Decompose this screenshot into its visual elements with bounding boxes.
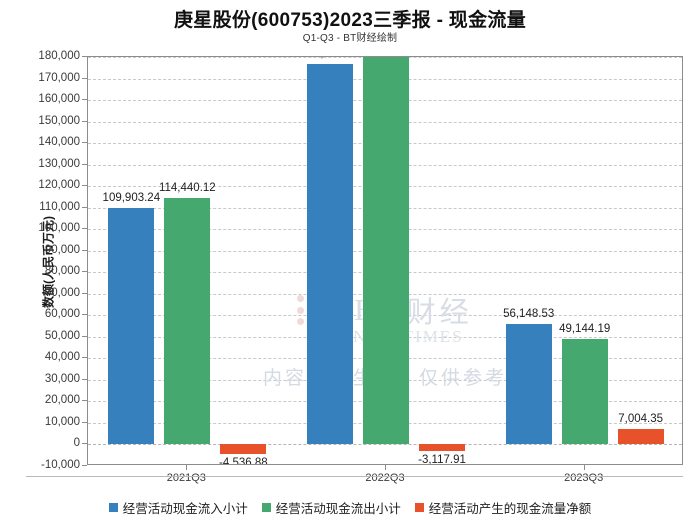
legend-label: 经营活动现金流入小计 <box>122 502 248 516</box>
y-tick-label: 140,000 <box>38 136 80 149</box>
y-tick-label: -10,000 <box>40 459 80 471</box>
y-tick-label: 120,000 <box>38 179 80 192</box>
y-tick-mark <box>82 185 87 187</box>
y-tick-mark <box>82 120 87 122</box>
y-tick-label: 0 <box>73 437 80 450</box>
bar <box>220 444 267 455</box>
legend-label: 经营活动现金流出小计 <box>275 502 401 516</box>
y-tick-label: 130,000 <box>38 157 80 170</box>
bar-value-label: 56,148.53 <box>503 307 555 320</box>
y-tick-mark <box>82 465 87 466</box>
bar <box>307 63 353 445</box>
plot-inner: BT 财经 BUSINESSTIMES 内容由AI生成，仅供参考 109,903… <box>88 57 682 464</box>
bar <box>363 57 409 445</box>
bar-value-label: -3,117.91 <box>418 454 466 464</box>
y-tick-mark <box>82 163 87 165</box>
bar <box>164 198 211 445</box>
x-tick-label: 2023Q3 <box>564 472 604 484</box>
y-tick-mark <box>82 378 87 380</box>
bar <box>617 429 664 445</box>
legend-item[interactable]: 经营活动产生的现金流量净额 <box>414 498 592 517</box>
y-tick-label: 20,000 <box>44 394 80 407</box>
y-tick-mark <box>82 77 87 79</box>
y-tick-label: 100,000 <box>38 222 80 235</box>
bar <box>505 323 552 445</box>
legend-item[interactable]: 经营活动现金流入小计 <box>108 498 248 517</box>
legend-item[interactable]: 经营活动现金流出小计 <box>261 498 401 517</box>
y-tick-mark <box>82 228 87 230</box>
y-tick-mark <box>82 271 87 273</box>
y-tick-label: 30,000 <box>44 372 80 385</box>
y-tick-mark <box>82 421 87 423</box>
bar-value-label: -4,536.88 <box>219 457 268 464</box>
legend-swatch-icon <box>108 503 118 512</box>
y-tick-mark <box>82 142 87 144</box>
y-tick-mark <box>82 314 87 316</box>
x-tick-label: 2022Q3 <box>365 472 405 484</box>
x-tick-mark <box>385 465 386 470</box>
y-tick-label: 180,000 <box>38 50 80 62</box>
y-tick-mark <box>82 335 87 337</box>
y-tick-mark <box>82 206 87 208</box>
y-tick-label: 40,000 <box>44 351 80 364</box>
x-tick-mark <box>583 465 585 470</box>
legend-swatch-icon <box>261 503 271 512</box>
legend-swatch-icon <box>414 503 424 512</box>
y-tick-label: 150,000 <box>38 114 80 127</box>
y-tick-label: 110,000 <box>39 200 80 213</box>
legend-label: 经营活动产生的现金流量净额 <box>428 502 592 516</box>
y-tick-label: 80,000 <box>44 265 80 278</box>
bar-value-label: 7,004.35 <box>618 413 664 426</box>
y-tick-mark <box>82 400 87 402</box>
y-tick-label: 90,000 <box>44 243 80 256</box>
bar-value-label: 176,752.96 <box>301 57 359 60</box>
plot-area: BT 财经 BUSINESSTIMES 内容由AI生成，仅供参考 109,903… <box>87 56 683 465</box>
y-tick-label: 160,000 <box>38 93 80 106</box>
watermark-brand-cn: 财经 <box>406 297 473 329</box>
chart-legend: 经营活动现金流入小计 经营活动现金流出小计 经营活动产生的现金流量净额 <box>0 498 700 517</box>
y-tick-mark <box>82 99 87 101</box>
bar-value-label: 114,440.12 <box>158 182 216 195</box>
y-tick-mark <box>82 249 87 251</box>
y-tick-mark <box>82 443 87 445</box>
x-tick-label: 2021Q3 <box>166 472 206 484</box>
bar-value-label: 109,903.24 <box>102 191 161 204</box>
y-tick-label: 60,000 <box>44 308 80 321</box>
chart-title: 庚星股份(600753)2023三季报 - 现金流量 <box>173 10 526 31</box>
bar-value-label: 49,144.19 <box>559 322 611 335</box>
x-tick-mark <box>186 465 188 470</box>
zero-gridline <box>88 444 682 446</box>
bar <box>561 338 608 445</box>
bar <box>419 444 465 452</box>
logo-dots <box>297 295 305 327</box>
y-tick-mark <box>82 292 87 294</box>
y-tick-label: 50,000 <box>44 329 80 342</box>
y-tick-label: 70,000 <box>44 286 80 299</box>
x-axis-rule <box>26 476 683 477</box>
y-tick-label: 170,000 <box>38 71 80 84</box>
y-tick-label: 10,000 <box>44 415 80 428</box>
bar <box>108 207 155 445</box>
y-tick-mark <box>82 56 87 57</box>
y-tick-mark <box>82 357 87 359</box>
chart-subtitle: Q1-Q3 - BT财经绘制 <box>302 33 398 44</box>
